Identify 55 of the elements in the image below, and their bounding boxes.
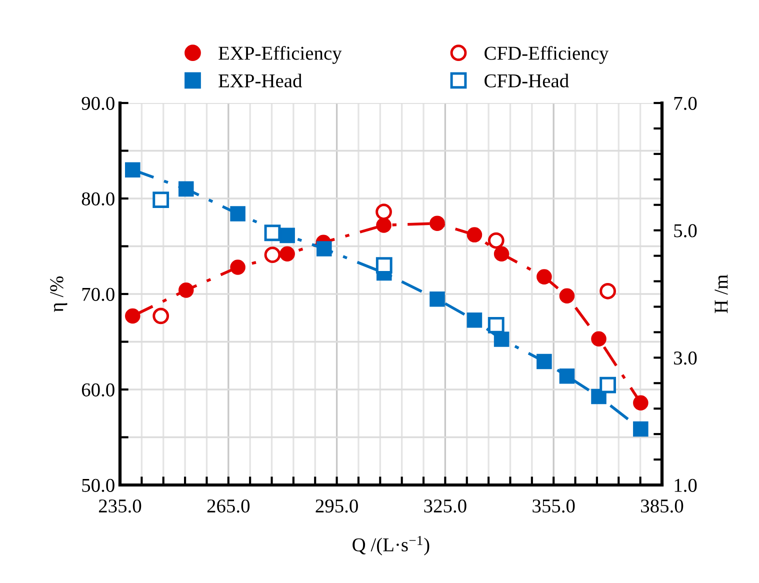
point [536,354,552,370]
legend-label: EXP-Head [218,74,302,88]
legend-label: CFD-Efficiency [484,46,609,64]
x-tick-label: 295.0 [316,499,358,513]
y-tick-label: 50.0 [82,478,114,492]
point [376,257,392,274]
x-tick-label: 265.0 [207,499,250,513]
point [125,308,140,324]
point [559,368,575,384]
point [536,269,552,284]
point [430,291,445,307]
y2-tick-label: 7.0 [674,96,697,110]
x-tick-label: 385.0 [641,499,684,513]
legend-label: CFD-Head [484,74,569,88]
point [488,317,504,334]
x-tick-label: 235.0 [98,499,142,513]
point [430,216,445,231]
y2-tick-label: 3.0 [674,351,697,365]
point [494,332,510,347]
y2-tick-label: 5.0 [674,224,697,238]
y-axis-title: η /% [50,276,68,312]
point [600,282,616,300]
point [633,421,648,437]
point [152,192,170,208]
x-tick-label: 325.0 [424,499,466,513]
point [600,376,616,394]
point [125,162,140,178]
point [633,395,648,411]
y-tick-label: 70.0 [82,288,114,302]
point [494,246,510,262]
point [152,308,170,324]
point [264,224,281,242]
y2-tick-label: 1.0 [674,478,697,492]
point [280,246,295,262]
point [466,312,482,328]
point [316,241,332,256]
point [230,260,246,275]
y-tick-label: 80.0 [82,192,114,206]
point [178,181,194,197]
y-tick-label: 60.0 [82,383,114,397]
y-tick-label: 90.0 [82,96,114,110]
point [230,206,246,222]
point [178,282,194,298]
legend-label: EXP-Efficiency [218,46,342,64]
point [376,218,392,233]
point [264,246,281,264]
y2-axis-title: H /m [714,274,728,314]
point [376,204,392,220]
point [280,228,295,244]
point [591,331,606,347]
point [559,288,575,304]
x-axis-title: Q /(L·s$^{−1}$) [352,536,430,556]
x-tick-label: 355.0 [532,499,575,513]
point [488,232,504,249]
point [466,227,482,242]
